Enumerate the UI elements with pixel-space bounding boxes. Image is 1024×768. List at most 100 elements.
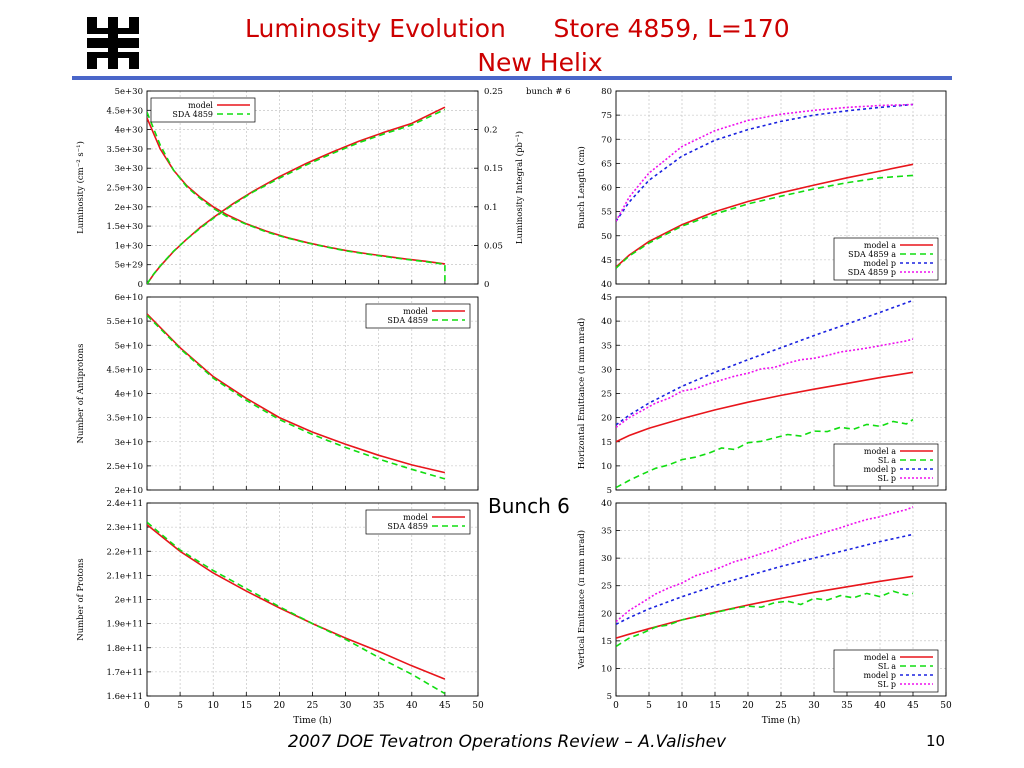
x-tick-label: 50	[472, 701, 484, 711]
x-tick-label: 30	[340, 701, 352, 711]
y-tick-label: 10	[601, 462, 612, 472]
plot-frame	[615, 90, 947, 285]
y-tick-label: 1.7e+11	[107, 668, 144, 678]
footer-text: 2007 DOE Tevatron Operations Review – A.…	[287, 732, 727, 752]
x-tick-label: 45	[907, 701, 919, 711]
y2-tick-label: 0.1	[484, 203, 498, 213]
series-line-sda-4859-a	[616, 174, 914, 269]
y-tick-label: 65	[601, 159, 612, 169]
x-axis-label: Time (h)	[293, 715, 331, 726]
series-line-sl-p	[616, 338, 914, 428]
legend-box	[833, 237, 939, 281]
legend-label: SDA 4859	[387, 522, 428, 531]
y-tick-label: 45	[601, 256, 612, 266]
y-tick-label: 70	[601, 135, 612, 145]
x-tick-label: 15	[709, 701, 721, 711]
y-axis-label: Vertical Emittance (π mm mrad)	[576, 530, 587, 670]
series-line-sda-4859	[147, 521, 446, 695]
y-tick-label: 40	[601, 499, 612, 509]
y-tick-label: 2.5e+30	[107, 184, 144, 194]
y-tick-label: 5e+29	[115, 261, 143, 271]
plot-frame	[146, 90, 479, 285]
y-tick-label: 50	[601, 232, 612, 242]
series-line-sl-a	[616, 590, 914, 648]
y-tick-label: 3e+10	[115, 438, 143, 448]
series-line-model-a	[616, 371, 914, 443]
y-tick-label: 2.4e+11	[107, 499, 144, 509]
chart-vertical-emittance: 0 5 10 15 20 25 30 35 40 45 50510152025303540Verti…	[576, 499, 952, 726]
y-tick-label: 20	[601, 414, 612, 424]
series-line-model-a	[616, 163, 914, 268]
legend-box	[365, 509, 471, 535]
x-tick-label: 15	[241, 701, 253, 711]
y-tick-label: 2e+11	[115, 596, 143, 606]
y-tick-label: 5.5e+10	[107, 317, 144, 327]
y-tick-label: 6e+10	[115, 293, 143, 303]
title-rule	[72, 76, 952, 80]
y-tick-label: 35	[601, 341, 612, 351]
y-tick-label: 1.8e+11	[107, 644, 144, 654]
y-tick-label: 15	[601, 438, 612, 448]
y-tick-label: 5	[607, 692, 612, 702]
fermilab-logo-icon	[87, 17, 139, 69]
y-tick-label: 0	[138, 280, 143, 290]
series-line-sda-4859	[147, 314, 446, 480]
legend-box	[365, 303, 471, 329]
legend-label: SDA 4859	[387, 316, 428, 325]
y-tick-label: 25	[601, 582, 612, 592]
y-tick-label: 1.5e+30	[107, 222, 144, 232]
x-tick-label: 0	[144, 701, 150, 711]
y-tick-label: 20	[601, 609, 612, 619]
y-axis-label: Luminosity (cm⁻² s⁻¹)	[75, 141, 86, 234]
x-tick-label: 30	[808, 701, 820, 711]
y-tick-label: 35	[601, 527, 612, 537]
series-line-sda-4859	[147, 111, 446, 284]
plot-frame	[146, 502, 479, 697]
plot-frame	[615, 296, 947, 491]
x-axis-label: Time (h)	[762, 715, 800, 726]
x-tick-label: 25	[307, 701, 319, 711]
series-line-model-p	[616, 533, 914, 626]
legend-label: model a	[864, 447, 896, 456]
legend-label: SDA 4859	[172, 110, 213, 119]
y-tick-label: 3.5e+30	[107, 145, 144, 155]
y2-tick-label: 0.05	[484, 241, 503, 251]
y-tick-label: 2.2e+11	[107, 547, 144, 557]
y-tick-label: 30	[601, 365, 612, 375]
y-tick-label: 40	[601, 317, 612, 327]
corner-label: bunch # 6	[526, 87, 571, 97]
legend-label: model	[403, 307, 428, 316]
x-tick-label: 45	[439, 701, 451, 711]
x-tick-label: 35	[841, 701, 853, 711]
y-tick-label: 2e+10	[115, 486, 143, 496]
y-tick-label: 2.5e+10	[107, 462, 144, 472]
y2-axis-label: Luminosity Integral (pb⁻¹)	[514, 131, 525, 244]
series-line-model-p	[616, 103, 914, 222]
series-line-model	[147, 313, 446, 474]
legend-label: model p	[864, 259, 896, 268]
legend-label: model p	[864, 465, 896, 474]
x-tick-label: 5	[646, 701, 652, 711]
y-tick-label: 55	[601, 208, 612, 218]
y-tick-label: 4e+30	[115, 126, 143, 136]
bunch-label: Bunch 6	[488, 494, 570, 518]
legend-label: model a	[864, 241, 896, 250]
slide-subtitle: New Helix	[477, 48, 603, 77]
y-tick-label: 3.5e+10	[107, 414, 144, 424]
y2-tick-label: 0	[484, 280, 489, 290]
series-line-sda-4859	[147, 108, 446, 284]
y-tick-label: 5	[607, 486, 612, 496]
y-tick-label: 10	[601, 664, 612, 674]
legend-label: model a	[864, 653, 896, 662]
y-tick-label: 1.9e+11	[107, 620, 144, 630]
y-axis-label: Number of Antiprotons	[76, 344, 86, 444]
x-tick-label: 0	[613, 701, 619, 711]
legend-label: SDA 4859 a	[848, 250, 896, 259]
y2-tick-label: 0.2	[484, 126, 498, 136]
y-tick-label: 3e+30	[115, 164, 143, 174]
series-line-model	[147, 524, 446, 680]
y-axis-label: Number of Protons	[76, 558, 86, 640]
